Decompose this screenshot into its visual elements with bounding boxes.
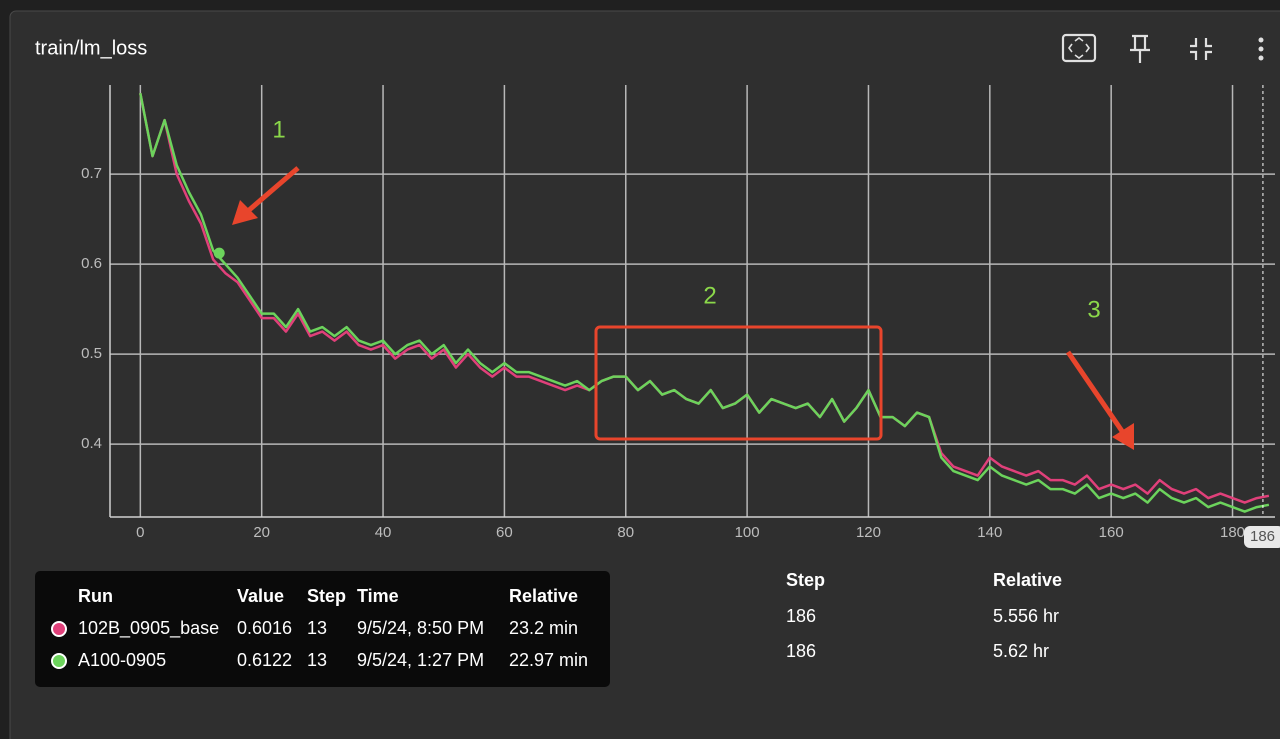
tooltip: Run Value Step Time Relative 102B_0905_base 0.… [35, 571, 610, 687]
cursor-label: 186 [1250, 528, 1275, 545]
card [9, 10, 1280, 739]
annotation-label: 2 [703, 282, 716, 309]
x-tick-label: 60 [496, 524, 513, 541]
collapse-button[interactable] [1190, 38, 1212, 60]
y-tick-label: 0.5 [81, 345, 102, 362]
x-tick-label: 40 [375, 524, 392, 541]
highlight-box [594, 325, 883, 441]
table-cell: 186 [786, 606, 816, 626]
series-line [139, 92, 1270, 513]
tooltip-header: Value [237, 586, 284, 606]
tooltip-box [35, 571, 610, 687]
tooltip-cell: 0.6016 [237, 618, 292, 638]
table-cell: 186 [786, 641, 816, 661]
legend-swatch [51, 653, 67, 669]
tooltip-cell: 102B_0905_base [78, 618, 219, 639]
tooltip-header: Time [357, 586, 399, 606]
tooltip-cell: 9/5/24, 1:27 PM [357, 650, 484, 670]
card-title: train/lm_loss [35, 37, 147, 59]
x-tick-label: 100 [735, 524, 760, 541]
tooltip-header: Relative [509, 586, 578, 606]
cursor-label-box [1244, 526, 1280, 548]
fit-button[interactable] [1061, 33, 1097, 63]
legend-swatch [51, 621, 67, 637]
x-tick-label: 120 [856, 524, 881, 541]
tooltip-header: Run [78, 586, 113, 606]
tooltip-cell: 0.6122 [237, 650, 292, 670]
menu-button[interactable] [1258, 37, 1264, 61]
y-tick-label: 0.6 [81, 255, 102, 272]
annotation-label: 3 [1087, 296, 1100, 323]
tooltip-cell: 13 [307, 650, 327, 670]
plot: 0.4 0.5 0.6 0.7 0 20 40 60 80 100 120 140 160 180 186 [81, 85, 1280, 548]
tooltip-cell: 23.2 min [509, 618, 578, 638]
table-header: Relative [993, 570, 1062, 590]
arrow [1065, 350, 1127, 436]
hover-point [213, 247, 225, 259]
x-tick-label: 20 [253, 524, 270, 541]
x-tick-label: 180 [1220, 524, 1245, 541]
tooltip-cell: A100-0905 [78, 650, 166, 670]
arrow-head [1112, 423, 1134, 450]
tooltip-header: Step [307, 586, 346, 606]
pin-button[interactable] [1130, 34, 1150, 63]
tooltip-cell: 13 [307, 618, 327, 638]
y-tick-label: 0.7 [81, 165, 102, 182]
toolbar [1061, 33, 1264, 63]
arrow [246, 166, 300, 213]
table-cell: 5.556 hr [993, 606, 1059, 626]
annotation-label: 1 [272, 116, 285, 143]
y-tick-label: 0.4 [81, 435, 102, 452]
table-cell: 5.62 hr [993, 641, 1049, 661]
x-tick-label: 0 [136, 524, 144, 541]
tooltip-cell: 22.97 min [509, 650, 588, 670]
x-tick-label: 140 [977, 524, 1002, 541]
x-tick-label: 80 [617, 524, 634, 541]
tooltip-cell: 9/5/24, 8:50 PM [357, 618, 484, 638]
table-header: Step [786, 570, 825, 590]
arrow-head [232, 200, 258, 225]
annotation-layer: 1 2 3 [232, 116, 1134, 450]
x-tick-label: 160 [1099, 524, 1124, 541]
